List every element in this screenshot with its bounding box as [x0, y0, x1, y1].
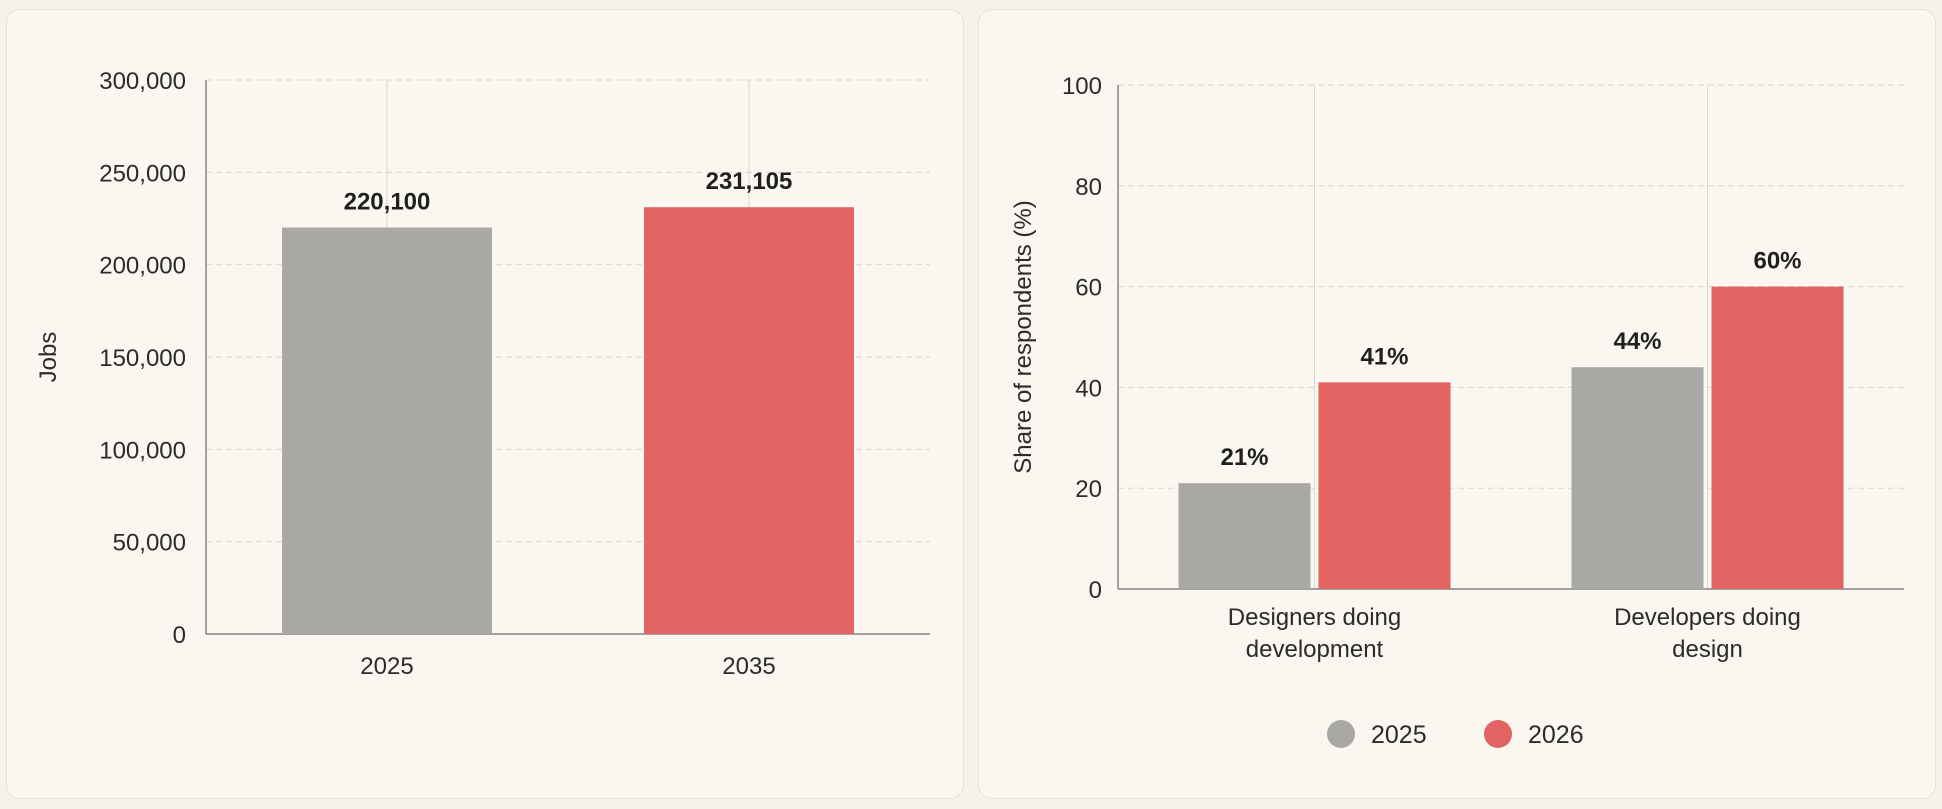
x-tick-label: Designers doing [1228, 604, 1401, 631]
y-tick-label: 50,000 [113, 530, 186, 557]
y-tick-label: 0 [173, 622, 186, 649]
legend-swatch [1484, 720, 1512, 748]
data-label: 231,105 [706, 168, 793, 195]
y-tick-label: 60 [1075, 275, 1102, 302]
x-tick-label: development [1246, 636, 1384, 663]
y-axis-title: Jobs [35, 332, 62, 383]
legend-label: 2025 [1371, 721, 1427, 749]
bar-2025 [1178, 483, 1311, 589]
x-tick-label: Developers doing [1614, 604, 1801, 631]
x-tick-label: 2035 [722, 653, 775, 680]
y-tick-label: 100 [1062, 73, 1102, 100]
x-tick-label: design [1672, 636, 1743, 663]
y-tick-label: 200,000 [99, 253, 186, 280]
data-label: 21% [1220, 444, 1268, 471]
bar-2026 [1711, 286, 1844, 589]
bar-2035 [644, 207, 854, 634]
y-tick-label: 0 [1089, 577, 1102, 604]
y-tick-label: 300,000 [99, 68, 186, 95]
data-label: 60% [1753, 248, 1801, 275]
bar-2026 [1318, 382, 1451, 589]
y-tick-label: 100,000 [99, 437, 186, 464]
data-label: 44% [1613, 328, 1661, 355]
y-tick-label: 20 [1075, 476, 1102, 503]
y-tick-label: 40 [1075, 375, 1102, 402]
bar-2025 [282, 227, 492, 635]
legend-label: 2026 [1528, 721, 1584, 749]
data-label: 41% [1360, 343, 1408, 370]
y-tick-label: 250,000 [99, 160, 186, 187]
y-axis-title: Share of respondents (%) [1010, 200, 1037, 473]
x-tick-label: 2025 [360, 653, 413, 680]
y-tick-label: 150,000 [99, 345, 186, 372]
y-tick-label: 80 [1075, 174, 1102, 201]
data-label: 220,100 [344, 189, 431, 216]
bar-2025 [1571, 367, 1704, 589]
legend-swatch [1327, 720, 1355, 748]
